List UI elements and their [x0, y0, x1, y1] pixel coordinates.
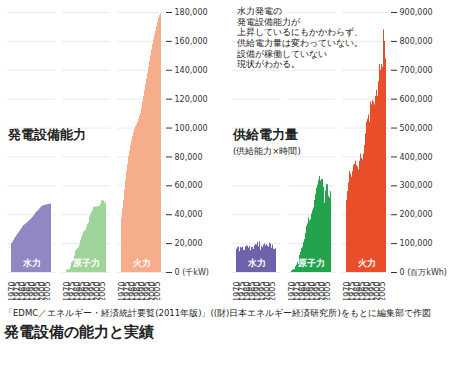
svg-text:180,000: 180,000: [175, 8, 208, 17]
svg-text:20,000: 20,000: [175, 239, 203, 248]
svg-text:水力: 水力: [22, 258, 41, 268]
svg-text:0 (百万kWh): 0 (百万kWh): [400, 268, 448, 277]
svg-text:2005: 2005: [98, 282, 107, 301]
svg-text:800,000: 800,000: [400, 37, 433, 46]
svg-text:400,000: 400,000: [400, 153, 433, 162]
svg-text:0 (千kW): 0 (千kW): [175, 268, 209, 277]
svg-text:2005: 2005: [378, 282, 387, 301]
svg-text:600,000: 600,000: [400, 95, 433, 104]
svg-text:2005: 2005: [43, 282, 52, 301]
html-text:発電設備の能力と実績: 発電設備の能力と実績: [4, 323, 154, 341]
svg-text:水力: 水力: [247, 258, 266, 268]
svg-text:2005: 2005: [153, 282, 162, 301]
svg-text:80,000: 80,000: [175, 153, 203, 162]
svg-text:500,000: 500,000: [400, 124, 433, 133]
svg-text:40,000: 40,000: [175, 210, 203, 219]
svg-text:原子力: 原子力: [297, 258, 325, 268]
svg-text:火力: 火力: [358, 258, 376, 268]
svg-text:2005: 2005: [323, 282, 332, 301]
svg-text:100,000: 100,000: [400, 239, 433, 248]
svg-text:300,000: 300,000: [400, 181, 433, 190]
svg-text:2005: 2005: [268, 282, 277, 301]
svg-text:700,000: 700,000: [400, 66, 433, 75]
svg-text:火力: 火力: [133, 258, 151, 268]
html-text:「EDMC／エネルギー・経済統計要覧(2011年版)」((財: 「EDMC／エネルギー・経済統計要覧(2011年版)」((財)日本エネルギー経済…: [4, 308, 431, 318]
svg-text:200,000: 200,000: [400, 210, 433, 219]
svg-text:900,000: 900,000: [400, 8, 433, 17]
svg-text:60,000: 60,000: [175, 181, 203, 190]
html-text:供給電力量: 供給電力量: [233, 127, 298, 142]
svg-text:140,000: 140,000: [175, 66, 208, 75]
svg-text:120,000: 120,000: [175, 95, 208, 104]
svg-text:原子力: 原子力: [72, 258, 100, 268]
html-text:水力発電の 発電設備能力が 上昇しているにもかかわらず、 供: 水力発電の 発電設備能力が 上昇しているにもかかわらず、 供給電力量は変わってい…: [237, 6, 363, 70]
html-text:(供給能力×時間): (供給能力×時間): [233, 146, 301, 156]
svg-text:160,000: 160,000: [175, 37, 208, 46]
html-text:発電設備能力: 発電設備能力: [8, 127, 86, 142]
svg-text:100,000: 100,000: [175, 124, 208, 133]
